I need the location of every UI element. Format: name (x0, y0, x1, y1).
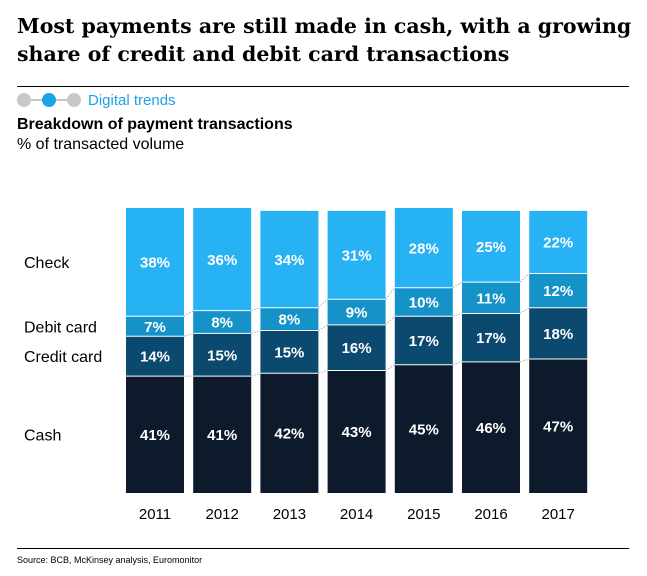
nav-dot-active-icon[interactable] (42, 93, 56, 107)
data-label: 9% (346, 305, 368, 322)
source-note: Source: BCB, McKinsey analysis, Euromoni… (17, 555, 203, 565)
bar-segment (327, 299, 386, 325)
x-tick-label: 2013 (273, 506, 306, 523)
bar-segment (394, 287, 453, 317)
data-label: 18% (543, 326, 573, 343)
bar-segment (327, 210, 386, 300)
data-label: 38% (140, 255, 170, 272)
bar-segment (327, 324, 386, 371)
connector-line (385, 287, 396, 300)
bar-segment (260, 307, 319, 331)
bar-segment (462, 313, 520, 362)
bar-segment (193, 310, 252, 334)
data-label: 8% (211, 315, 233, 332)
connector-line (452, 281, 463, 289)
bar-segment (394, 316, 453, 365)
bottom-divider (17, 548, 629, 549)
data-label: 41% (207, 427, 237, 444)
data-label: 15% (274, 344, 304, 361)
data-label: 46% (476, 420, 506, 437)
chart-units: % of transacted volume (17, 136, 185, 153)
bar-segment (260, 330, 319, 374)
stacked-bar-chart: 41% 14% 7% 38% 2011 41% 15% 8% 36% 2012 42% 15% 8% 34… (24, 208, 588, 523)
data-label: 36% (207, 252, 237, 269)
bar-segment (126, 376, 184, 493)
connector-line (452, 313, 463, 317)
data-label: 25% (476, 239, 506, 256)
connector-line (519, 307, 530, 314)
bar-segment (394, 364, 453, 493)
data-label: 11% (476, 290, 505, 307)
series-label: Credit card (24, 349, 102, 366)
bar-segment (193, 208, 252, 311)
connector-line (251, 330, 261, 334)
x-tick-label: 2011 (139, 506, 171, 523)
data-label: 12% (543, 283, 573, 300)
data-label: 17% (409, 333, 439, 350)
nav-dot-icon[interactable] (67, 93, 81, 107)
data-label: 10% (409, 295, 439, 312)
top-divider (17, 86, 629, 87)
connector-line (183, 310, 194, 317)
series-label: Check (24, 255, 70, 272)
connector-line (519, 273, 530, 283)
bar-segment (126, 208, 184, 317)
chart-subtitle: Breakdown of payment transactions (17, 116, 293, 133)
series-label: Debit card (24, 319, 97, 336)
data-label: 41% (140, 427, 170, 444)
x-tick-label: 2015 (407, 506, 440, 523)
nav-dots[interactable] (17, 91, 81, 109)
bar-segment (462, 210, 520, 283)
data-label: 34% (274, 252, 304, 269)
connector-line (183, 333, 194, 337)
data-label: 15% (207, 347, 237, 364)
x-tick-label: 2017 (542, 506, 575, 523)
data-label: 22% (543, 235, 573, 252)
x-tick-label: 2014 (340, 506, 373, 523)
data-label: 7% (144, 319, 166, 336)
nav-label[interactable]: Digital trends (88, 91, 176, 109)
data-label: 47% (543, 419, 573, 436)
bar-segment (529, 210, 588, 274)
connector-line (318, 298, 328, 309)
connector-line (251, 372, 261, 377)
data-label: 16% (342, 340, 372, 357)
bar-segment (126, 336, 184, 377)
connector-line (452, 361, 463, 366)
bar-segment (193, 376, 252, 493)
connector-line (318, 370, 328, 374)
bar-segment (327, 370, 386, 493)
data-label: 42% (274, 426, 304, 443)
bar-segment (260, 373, 319, 493)
nav-dot-icon[interactable] (17, 93, 31, 107)
connector-line (519, 358, 530, 363)
connector-line (251, 307, 261, 311)
bar-segment (462, 282, 520, 314)
connector-line (385, 316, 396, 326)
data-label: 43% (342, 424, 372, 441)
data-label: 17% (476, 330, 506, 347)
bar-segment (529, 307, 588, 360)
connector-line (385, 364, 396, 371)
bar-segment (193, 333, 252, 377)
bar-segment (529, 273, 588, 308)
bar-segment (260, 210, 319, 308)
x-tick-label: 2016 (474, 506, 507, 523)
data-label: 31% (342, 248, 372, 265)
data-label: 14% (140, 349, 170, 366)
data-label: 28% (409, 240, 439, 257)
data-label: 45% (409, 421, 439, 438)
connector-line (318, 324, 328, 331)
bar-segment (462, 361, 520, 493)
chart-headline: Most payments are still made in cash, wi… (17, 14, 632, 66)
bar-segment (394, 208, 453, 288)
section-nav[interactable]: Digital trends (17, 91, 176, 109)
bar-segment (529, 359, 588, 493)
series-label: Cash (24, 428, 61, 445)
bar-segment (126, 316, 184, 337)
data-label: 8% (279, 312, 301, 329)
x-tick-label: 2012 (206, 506, 239, 523)
